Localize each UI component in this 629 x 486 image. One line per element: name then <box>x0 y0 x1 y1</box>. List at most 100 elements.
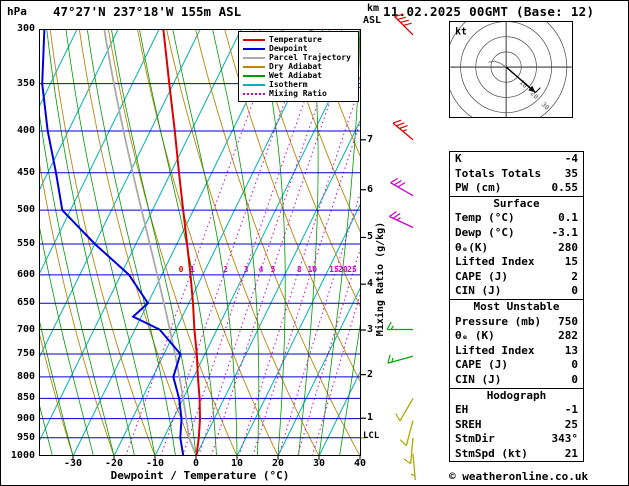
wet-adiabat-line <box>46 29 135 456</box>
stat-label: PW (cm) <box>455 181 502 195</box>
hodograph-ring-label: 30 <box>539 100 550 111</box>
wind-barb-stroke <box>386 321 392 330</box>
wind-barb <box>410 454 416 481</box>
stat-value: 2 <box>571 269 578 283</box>
wind-barb-stroke <box>387 355 414 364</box>
stat-label: EH <box>455 403 469 417</box>
wind-barb-stroke <box>399 125 408 130</box>
mixing-ratio-label: 8 <box>297 265 302 274</box>
hodograph-ring <box>450 22 568 117</box>
legend-swatch <box>243 47 265 50</box>
legend-label: Temperature <box>269 35 322 44</box>
legend-label: Dry Adiabat <box>269 62 322 71</box>
wind-barb-stroke <box>389 215 414 229</box>
stat-value: 21 <box>564 446 578 460</box>
isotherm-line <box>277 285 361 456</box>
wind-barb-stroke <box>390 325 394 330</box>
stat-row: θₑ (K) 282 <box>450 329 583 344</box>
wind-barb <box>395 398 414 422</box>
zero-isopleth-label: 0 <box>179 265 184 274</box>
wind-barb <box>392 119 414 141</box>
stat-label: Lifted Index <box>455 255 535 269</box>
hodograph-unit-label: kt <box>455 27 467 38</box>
stat-row: Totals Totals 35 <box>450 167 583 182</box>
legend-label: Dewpoint <box>269 44 308 53</box>
hodograph-ring <box>475 36 537 98</box>
pressure-label: 300 <box>16 23 35 34</box>
stat-label: StmSpd (kt) <box>455 446 528 460</box>
mixing-ratio-label: 25 <box>347 265 357 274</box>
stat-value: 343° <box>551 432 579 446</box>
mixing-ratio-axis-label: Mixing Ratio (g/kg) <box>375 221 386 337</box>
stat-label: Dewp (°C) <box>455 225 515 239</box>
isotherm-line <box>195 118 361 456</box>
stats-table: K -4 Totals Totals 35 PW (cm) 0.55 Surface Temp… <box>449 151 584 463</box>
wind-barb <box>399 420 414 447</box>
legend-swatch <box>243 38 265 41</box>
legend-swatch <box>243 56 265 59</box>
wind-barb-stroke <box>387 354 391 364</box>
stat-row: Lifted Index 13 <box>450 344 583 359</box>
dry-adiabat-line <box>39 330 74 456</box>
pressure-label: 450 <box>16 167 35 178</box>
stat-value: -1 <box>564 403 578 417</box>
wind-barb-stroke <box>392 119 402 124</box>
mixing-ratio-line <box>160 29 312 456</box>
legend-item: Isotherm <box>243 80 354 89</box>
pressure-label: 650 <box>16 297 35 308</box>
isotherm-line <box>236 201 361 456</box>
temperature-axis-title: Dewpoint / Temperature (°C) <box>110 469 290 482</box>
km-label: 2 <box>367 369 374 380</box>
stat-value: -4 <box>564 152 578 165</box>
wind-barb-stroke <box>391 357 394 363</box>
mixing-ratio-line <box>278 189 361 456</box>
stat-label: θₑ(K) <box>455 240 489 254</box>
stat-value: 0 <box>571 358 578 372</box>
pressure-axis-unit: hPa <box>7 5 27 18</box>
isotherm-line <box>39 29 119 192</box>
mixing-ratio-line <box>238 81 361 456</box>
x-tick-label: 0 <box>192 458 200 469</box>
storm-motion-arrowhead <box>528 85 536 93</box>
stat-value: 0 <box>571 372 578 386</box>
pressure-label: 750 <box>16 348 35 359</box>
stat-value: 0.1 <box>558 211 578 225</box>
dry-adiabat-line <box>49 29 156 456</box>
stat-value: 15 <box>564 255 578 269</box>
stat-label: Totals Totals <box>455 166 542 180</box>
mixing-ratio-line <box>296 244 361 456</box>
legend-swatch <box>243 83 265 86</box>
stat-label: CIN (J) <box>455 284 502 298</box>
legend-item: Temperature <box>243 35 354 44</box>
wet-adiabat-line <box>86 29 176 456</box>
wind-barb <box>390 177 414 197</box>
legend-item: Dewpoint <box>243 44 354 53</box>
legend-label: Isotherm <box>269 80 308 89</box>
stat-label: Lifted Index <box>455 343 535 357</box>
stat-row: Dewp (°C) -3.1 <box>450 226 583 241</box>
stat-label: SREH <box>455 417 482 431</box>
stat-value: 282 <box>558 329 578 343</box>
mixing-ratio-label: 1 <box>190 265 195 274</box>
wind-barb-stroke <box>403 22 412 26</box>
stat-label: K <box>455 152 462 165</box>
legend-label: Parcel Trajectory <box>269 53 351 62</box>
wind-barb-stroke <box>403 458 412 465</box>
mixing-ratio-line <box>252 117 361 456</box>
plot-legend: Temperature Dewpoint Parcel Trajectory Dry … <box>238 31 359 102</box>
dry-adiabat-line <box>282 29 361 235</box>
mixing-ratio-label: 10 <box>307 265 317 274</box>
stat-row: Pressure (mb) 750 <box>450 315 583 330</box>
hodograph-ring-label: 20 <box>529 90 540 101</box>
x-tick-label: 40 <box>353 458 367 469</box>
legend-item: Wet Adiabat <box>243 71 354 80</box>
mixing-ratio-label: 3 <box>244 265 249 274</box>
altitude-axis-unit-km: km <box>367 3 380 14</box>
pressure-label: 800 <box>16 371 35 382</box>
stat-label: CAPE (J) <box>455 269 508 283</box>
wind-barb-stroke <box>397 16 406 20</box>
mixing-ratio-line <box>182 29 331 456</box>
wind-barb <box>389 211 414 229</box>
hodograph-ring <box>490 51 522 83</box>
